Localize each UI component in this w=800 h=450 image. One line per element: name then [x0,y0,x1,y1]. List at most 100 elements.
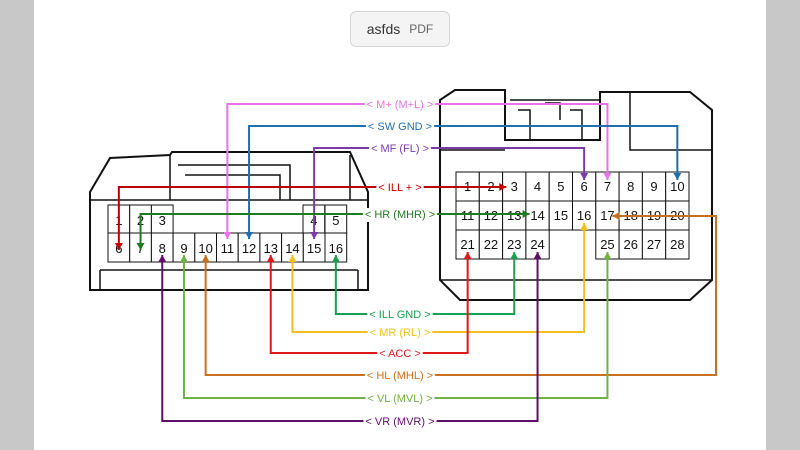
wire-line [291,223,586,333]
right-pin-label: 21 [460,237,474,252]
wire-0: < M+ (M+L) > [226,98,609,239]
right-pin-label: 16 [577,208,591,223]
right-pin-label: 15 [554,208,568,223]
wire-arrow [499,183,507,191]
right-pin-label: 9 [650,179,657,194]
wire-line [204,215,717,376]
left-pin-label: 3 [159,213,166,228]
wire-arrow [612,212,620,220]
wire-line [313,147,586,239]
wire-7: < ACC > [269,252,469,361]
wire-line [269,252,469,354]
wire-arrow [310,232,319,239]
left-pin-label: 16 [329,241,343,256]
right-pin-label: 8 [627,179,634,194]
wire-1: < SW GND > [248,120,679,239]
wire-label-bg [376,181,424,195]
right-pin-label: 27 [647,237,661,252]
wire-arrow [266,255,275,262]
wire-arrow [331,255,340,262]
wire-arrow [580,173,589,180]
wire-label-bg [362,208,438,222]
wire-arrow [288,255,297,262]
document-type: PDF [409,22,434,36]
wire-arrow [463,252,472,259]
right-pin-label: 26 [624,237,638,252]
wire-arrow [114,243,123,250]
right-pin-label: 7 [604,179,611,194]
left-pin-label: 14 [285,241,299,256]
right-pin-label: 11 [461,208,475,223]
wire-label-bg [368,142,432,156]
right-pin-label: 25 [600,237,614,252]
right-pin-cell [665,229,690,260]
wire-line [161,252,539,422]
right-pin-label: 6 [581,179,588,194]
document-title-pill[interactable]: asfds PDF [350,11,450,47]
wire-label: < ILL GND > [369,309,430,321]
wire-2: < MF (FL) > [313,142,586,239]
wire-label-bg [367,308,433,322]
right-pin-label: 10 [670,179,684,194]
wire-label-bg [365,392,435,406]
wire-label: < M+ (M+L) > [367,99,434,111]
wire-label-bg [364,369,436,383]
right-pin-label: 5 [557,179,564,194]
wire-line [248,125,679,239]
left-connector-detail [90,155,368,290]
wire-6: < MR (RL) > [291,223,586,340]
right-pin-label: 13 [507,208,521,223]
wire-arrow [533,252,542,259]
left-pin-label: 15 [307,241,321,256]
left-pin-label: 9 [180,241,187,256]
wire-4: < HR (MHR) > [139,208,530,250]
wire-label: < ACC > [379,348,421,360]
wire-label: < ILL + > [378,182,421,194]
left-pin-label: 5 [332,213,339,228]
left-pin-cell [324,204,348,234]
wire-arrow [136,243,145,250]
wire-label: < MF (FL) > [371,143,429,155]
left-pin-label: 10 [198,241,212,256]
right-pin-label: 4 [534,179,541,194]
wire-arrow [158,255,167,262]
document-name: asfds [366,21,401,37]
wire-label: < SW GND > [368,121,432,133]
wire-arrow [580,223,589,230]
wire-arrow [510,252,519,259]
wire-arrow [201,255,210,262]
wire-label-bg [365,120,435,134]
wire-label: < VL (MVL) > [367,393,432,405]
wire-arrow [223,232,232,239]
right-pin-label: 17 [600,208,614,223]
right-pin-label: 3 [511,179,518,194]
left-gutter [0,0,34,450]
left-pin-label: 12 [242,241,256,256]
left-pin-cell [150,204,174,234]
wire-label: < VR (MVR) > [365,416,434,428]
wire-label-bg [364,98,436,112]
right-pin-label: 14 [530,208,544,223]
left-pin-label: 11 [221,241,235,256]
wire-label-bg [377,347,423,361]
wire-label: < HR (MHR) > [365,209,435,221]
right-pin-label: 28 [670,237,684,252]
wire-line [334,252,516,315]
wire-9: < VL (MVL) > [182,252,609,406]
right-pin-label: 23 [507,237,521,252]
wire-3: < ILL + > [117,181,507,250]
wire-10: < VR (MVR) > [161,252,539,429]
wire-arrow [522,210,530,218]
wire-label-bg [363,415,437,429]
wire-arrow [603,173,612,180]
left-pin-label: 13 [264,241,278,256]
right-pin-label: 24 [530,237,544,252]
wire-5: < ILL GND > [334,252,516,322]
wire-label: < MR (RL) > [370,327,431,339]
wire-label-bg [367,326,433,340]
left-pin-label: 8 [159,241,166,256]
wire-arrow [673,173,682,180]
right-pin-label: 12 [484,208,498,223]
left-connector-body [89,151,369,291]
